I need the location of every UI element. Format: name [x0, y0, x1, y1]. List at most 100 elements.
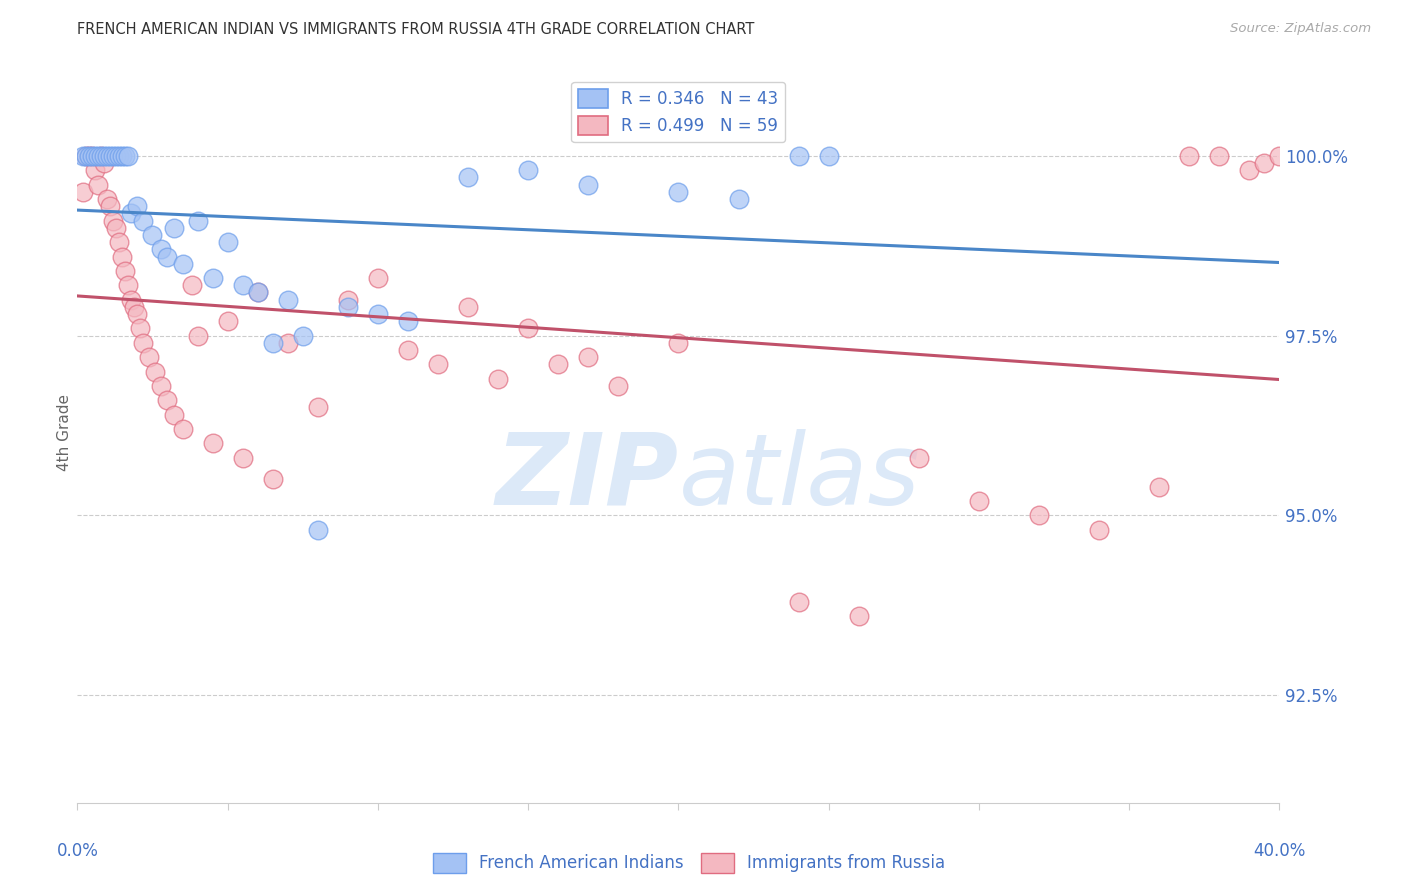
Point [277, 335, 299, 350]
Point [79, 149, 101, 163]
Point [668, 335, 690, 350]
Point [307, 523, 329, 537]
Point [1239, 163, 1261, 178]
Point [232, 278, 254, 293]
Point [576, 350, 599, 364]
Point [232, 450, 254, 465]
Point [396, 343, 419, 357]
Point [291, 328, 314, 343]
Point [1268, 149, 1291, 163]
Point [84, 149, 107, 163]
Point [262, 335, 284, 350]
Point [129, 321, 152, 335]
Point [262, 472, 284, 486]
Legend: French American Indians, Immigrants from Russia: French American Indians, Immigrants from… [426, 847, 952, 880]
Point [108, 235, 131, 249]
Point [132, 213, 155, 227]
Text: FRENCH AMERICAN INDIAN VS IMMIGRANTS FROM RUSSIA 4TH GRADE CORRELATION CHART: FRENCH AMERICAN INDIAN VS IMMIGRANTS FRO… [77, 22, 755, 37]
Y-axis label: 4th Grade: 4th Grade [56, 394, 72, 471]
Point [457, 300, 479, 314]
Point [396, 314, 419, 328]
Point [82, 149, 104, 163]
Point [96, 149, 118, 163]
Point [277, 293, 299, 307]
Point [336, 300, 359, 314]
Point [607, 379, 630, 393]
Text: atlas: atlas [679, 428, 920, 525]
Point [367, 271, 389, 285]
Point [111, 250, 134, 264]
Point [201, 271, 224, 285]
Point [100, 199, 122, 213]
Point [150, 379, 173, 393]
Point [156, 250, 179, 264]
Point [120, 293, 142, 307]
Point [172, 422, 194, 436]
Text: 40.0%: 40.0% [1253, 842, 1306, 860]
Point [72, 185, 94, 199]
Point [82, 149, 104, 163]
Point [103, 213, 125, 227]
Point [114, 149, 136, 163]
Point [90, 149, 112, 163]
Point [100, 149, 122, 163]
Point [307, 401, 329, 415]
Point [1149, 479, 1171, 493]
Point [117, 278, 139, 293]
Point [180, 278, 202, 293]
Point [120, 206, 142, 220]
Point [75, 149, 97, 163]
Point [105, 149, 128, 163]
Point [75, 149, 97, 163]
Point [246, 285, 269, 300]
Point [187, 328, 209, 343]
Point [124, 300, 146, 314]
Point [187, 213, 209, 227]
Point [156, 393, 179, 408]
Point [1253, 156, 1275, 170]
Point [93, 149, 115, 163]
Point [145, 365, 167, 379]
Point [457, 170, 479, 185]
Point [103, 149, 125, 163]
Legend: R = 0.346   N = 43, R = 0.499   N = 59: R = 0.346 N = 43, R = 0.499 N = 59 [571, 82, 786, 142]
Point [787, 594, 810, 608]
Point [141, 227, 163, 242]
Point [367, 307, 389, 321]
Point [108, 149, 131, 163]
Point [172, 257, 194, 271]
Point [1088, 523, 1111, 537]
Point [787, 149, 810, 163]
Point [1208, 149, 1230, 163]
Point [547, 357, 569, 371]
Point [138, 350, 160, 364]
Point [132, 335, 155, 350]
Point [87, 178, 110, 192]
Point [105, 220, 128, 235]
Text: 0.0%: 0.0% [56, 842, 98, 860]
Point [727, 192, 749, 206]
Point [150, 243, 173, 257]
Point [79, 149, 101, 163]
Point [162, 220, 184, 235]
Point [72, 149, 94, 163]
Point [114, 264, 136, 278]
Point [246, 285, 269, 300]
Point [201, 436, 224, 450]
Point [668, 185, 690, 199]
Point [111, 149, 134, 163]
Point [1178, 149, 1201, 163]
Point [96, 192, 118, 206]
Point [517, 163, 540, 178]
Point [127, 307, 149, 321]
Point [517, 321, 540, 335]
Point [217, 235, 239, 249]
Point [576, 178, 599, 192]
Point [427, 357, 450, 371]
Point [87, 149, 110, 163]
Point [908, 450, 931, 465]
Point [848, 608, 870, 623]
Point [817, 149, 839, 163]
Point [486, 372, 509, 386]
Point [336, 293, 359, 307]
